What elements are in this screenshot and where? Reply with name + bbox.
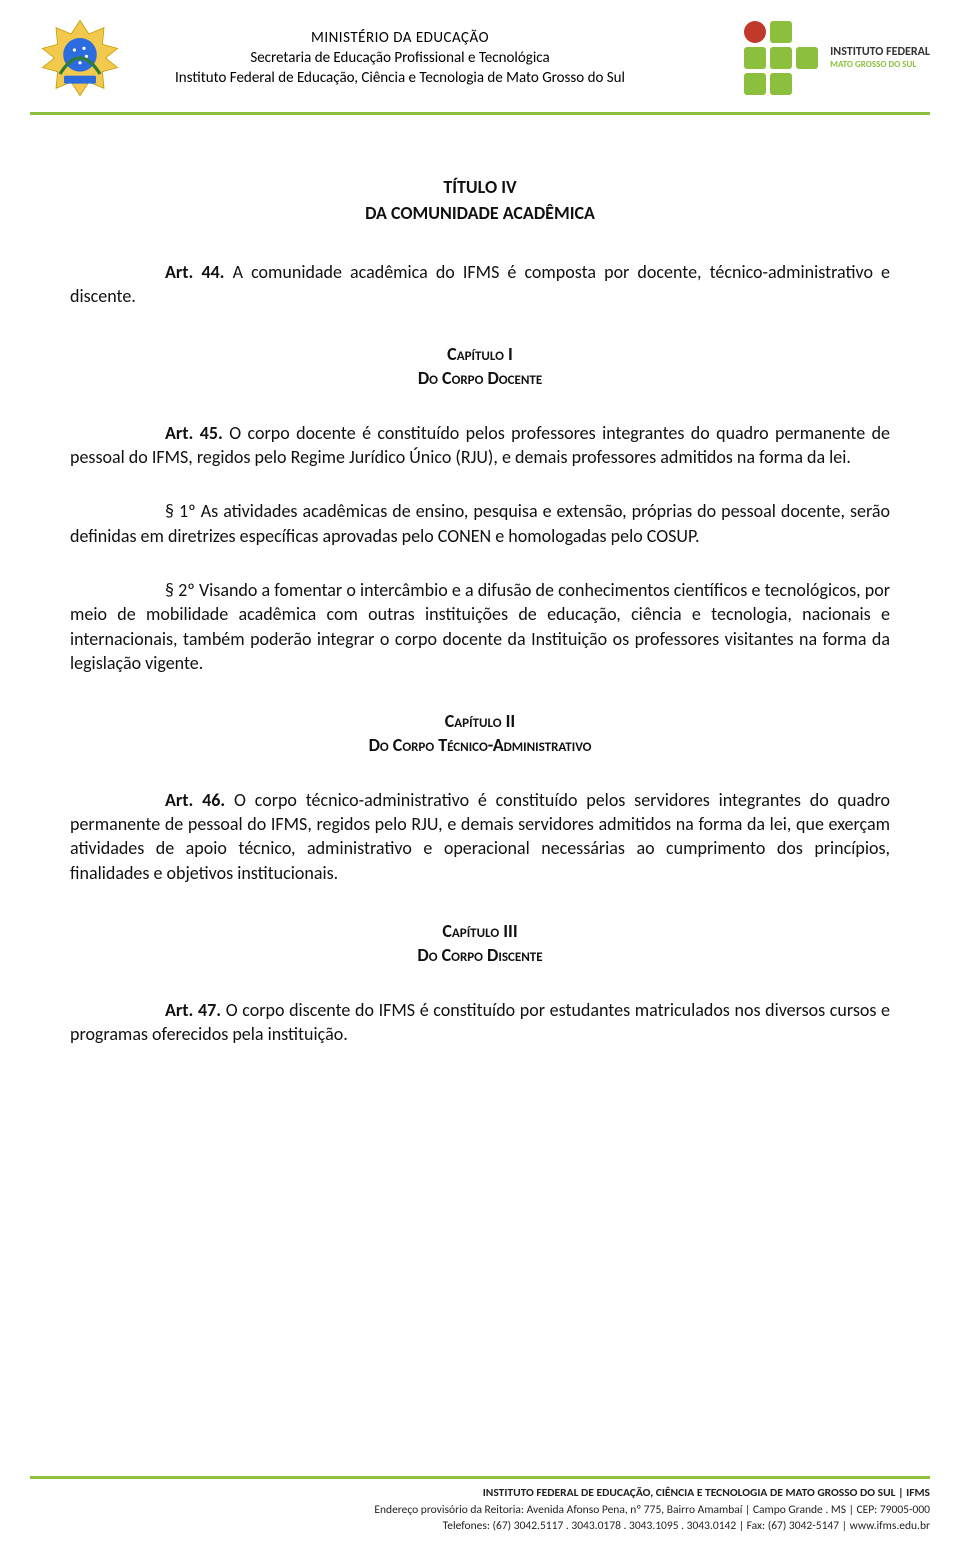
paragrafo-2: § 2º Visando a fomentar o intercâmbio e … bbox=[70, 578, 890, 675]
page: MINISTÉRIO DA EDUCAÇÃO Secretaria de Edu… bbox=[0, 0, 960, 1553]
footer-line-1: INSTITUTO FEDERAL DE EDUCAÇÃO, CIÊNCIA E… bbox=[30, 1485, 930, 1502]
titulo-iv-sub: DA COMUNIDADE ACADÊMICA bbox=[70, 201, 890, 225]
if-label-1: INSTITUTO FEDERAL bbox=[830, 46, 930, 59]
art-47-label: Art. 47. bbox=[165, 999, 221, 1021]
page-footer: INSTITUTO FEDERAL DE EDUCAÇÃO, CIÊNCIA E… bbox=[0, 1476, 960, 1535]
art-45: Art. 45. O corpo docente é constituído p… bbox=[70, 421, 890, 470]
art-47: Art. 47. O corpo discente do IFMS é cons… bbox=[70, 998, 890, 1047]
footer-divider bbox=[30, 1476, 930, 1479]
institute-logo: INSTITUTO FEDERAL MATO GROSSO DO SUL bbox=[670, 21, 930, 95]
titulo-block: TÍTULO IV DA COMUNIDADE ACADÊMICA bbox=[70, 175, 890, 226]
capitulo-3-sub: Do Corpo Discente bbox=[70, 943, 890, 967]
page-header: MINISTÉRIO DA EDUCAÇÃO Secretaria de Edu… bbox=[0, 0, 960, 108]
header-secretariat: Secretaria de Educação Profissional e Te… bbox=[130, 49, 670, 67]
capitulo-1-sub: Do Corpo Docente bbox=[70, 366, 890, 390]
document-body: TÍTULO IV DA COMUNIDADE ACADÊMICA Art. 4… bbox=[0, 115, 960, 1116]
footer-line-3: Telefones: (67) 3042.5117 . 3043.0178 . … bbox=[30, 1518, 930, 1535]
capitulo-2: Capítulo II bbox=[70, 709, 890, 733]
art-46: Art. 46. O corpo técnico-administrativo … bbox=[70, 788, 890, 885]
if-grid-icon bbox=[744, 21, 818, 95]
header-titles: MINISTÉRIO DA EDUCAÇÃO Secretaria de Edu… bbox=[130, 29, 670, 87]
header-institute: Instituto Federal de Educação, Ciência e… bbox=[130, 69, 670, 87]
capitulo-3: Capítulo III bbox=[70, 919, 890, 943]
capitulo-3-block: Capítulo III Do Corpo Discente bbox=[70, 919, 890, 968]
national-emblem-icon bbox=[30, 18, 130, 98]
paragrafo-1: § 1º As atividades acadêmicas de ensino,… bbox=[70, 499, 890, 548]
footer-line-2: Endereço provisório da Reitoria: Avenida… bbox=[30, 1502, 930, 1519]
footer-text: INSTITUTO FEDERAL DE EDUCAÇÃO, CIÊNCIA E… bbox=[30, 1485, 930, 1535]
art-44-label: Art. 44. bbox=[165, 261, 225, 283]
capitulo-2-block: Capítulo II Do Corpo Técnico-Administrat… bbox=[70, 709, 890, 758]
institute-logo-text: INSTITUTO FEDERAL MATO GROSSO DO SUL bbox=[830, 46, 930, 69]
if-label-2: MATO GROSSO DO SUL bbox=[830, 60, 930, 70]
capitulo-2-sub: Do Corpo Técnico-Administrativo bbox=[70, 733, 890, 757]
capitulo-1-block: Capítulo I Do Corpo Docente bbox=[70, 342, 890, 391]
capitulo-1: Capítulo I bbox=[70, 342, 890, 366]
art-46-label: Art. 46. bbox=[165, 789, 225, 811]
art-45-label: Art. 45. bbox=[165, 422, 223, 444]
header-ministry: MINISTÉRIO DA EDUCAÇÃO bbox=[130, 29, 670, 47]
art-44: Art. 44. A comunidade acadêmica do IFMS … bbox=[70, 260, 890, 309]
titulo-iv: TÍTULO IV bbox=[70, 175, 890, 199]
